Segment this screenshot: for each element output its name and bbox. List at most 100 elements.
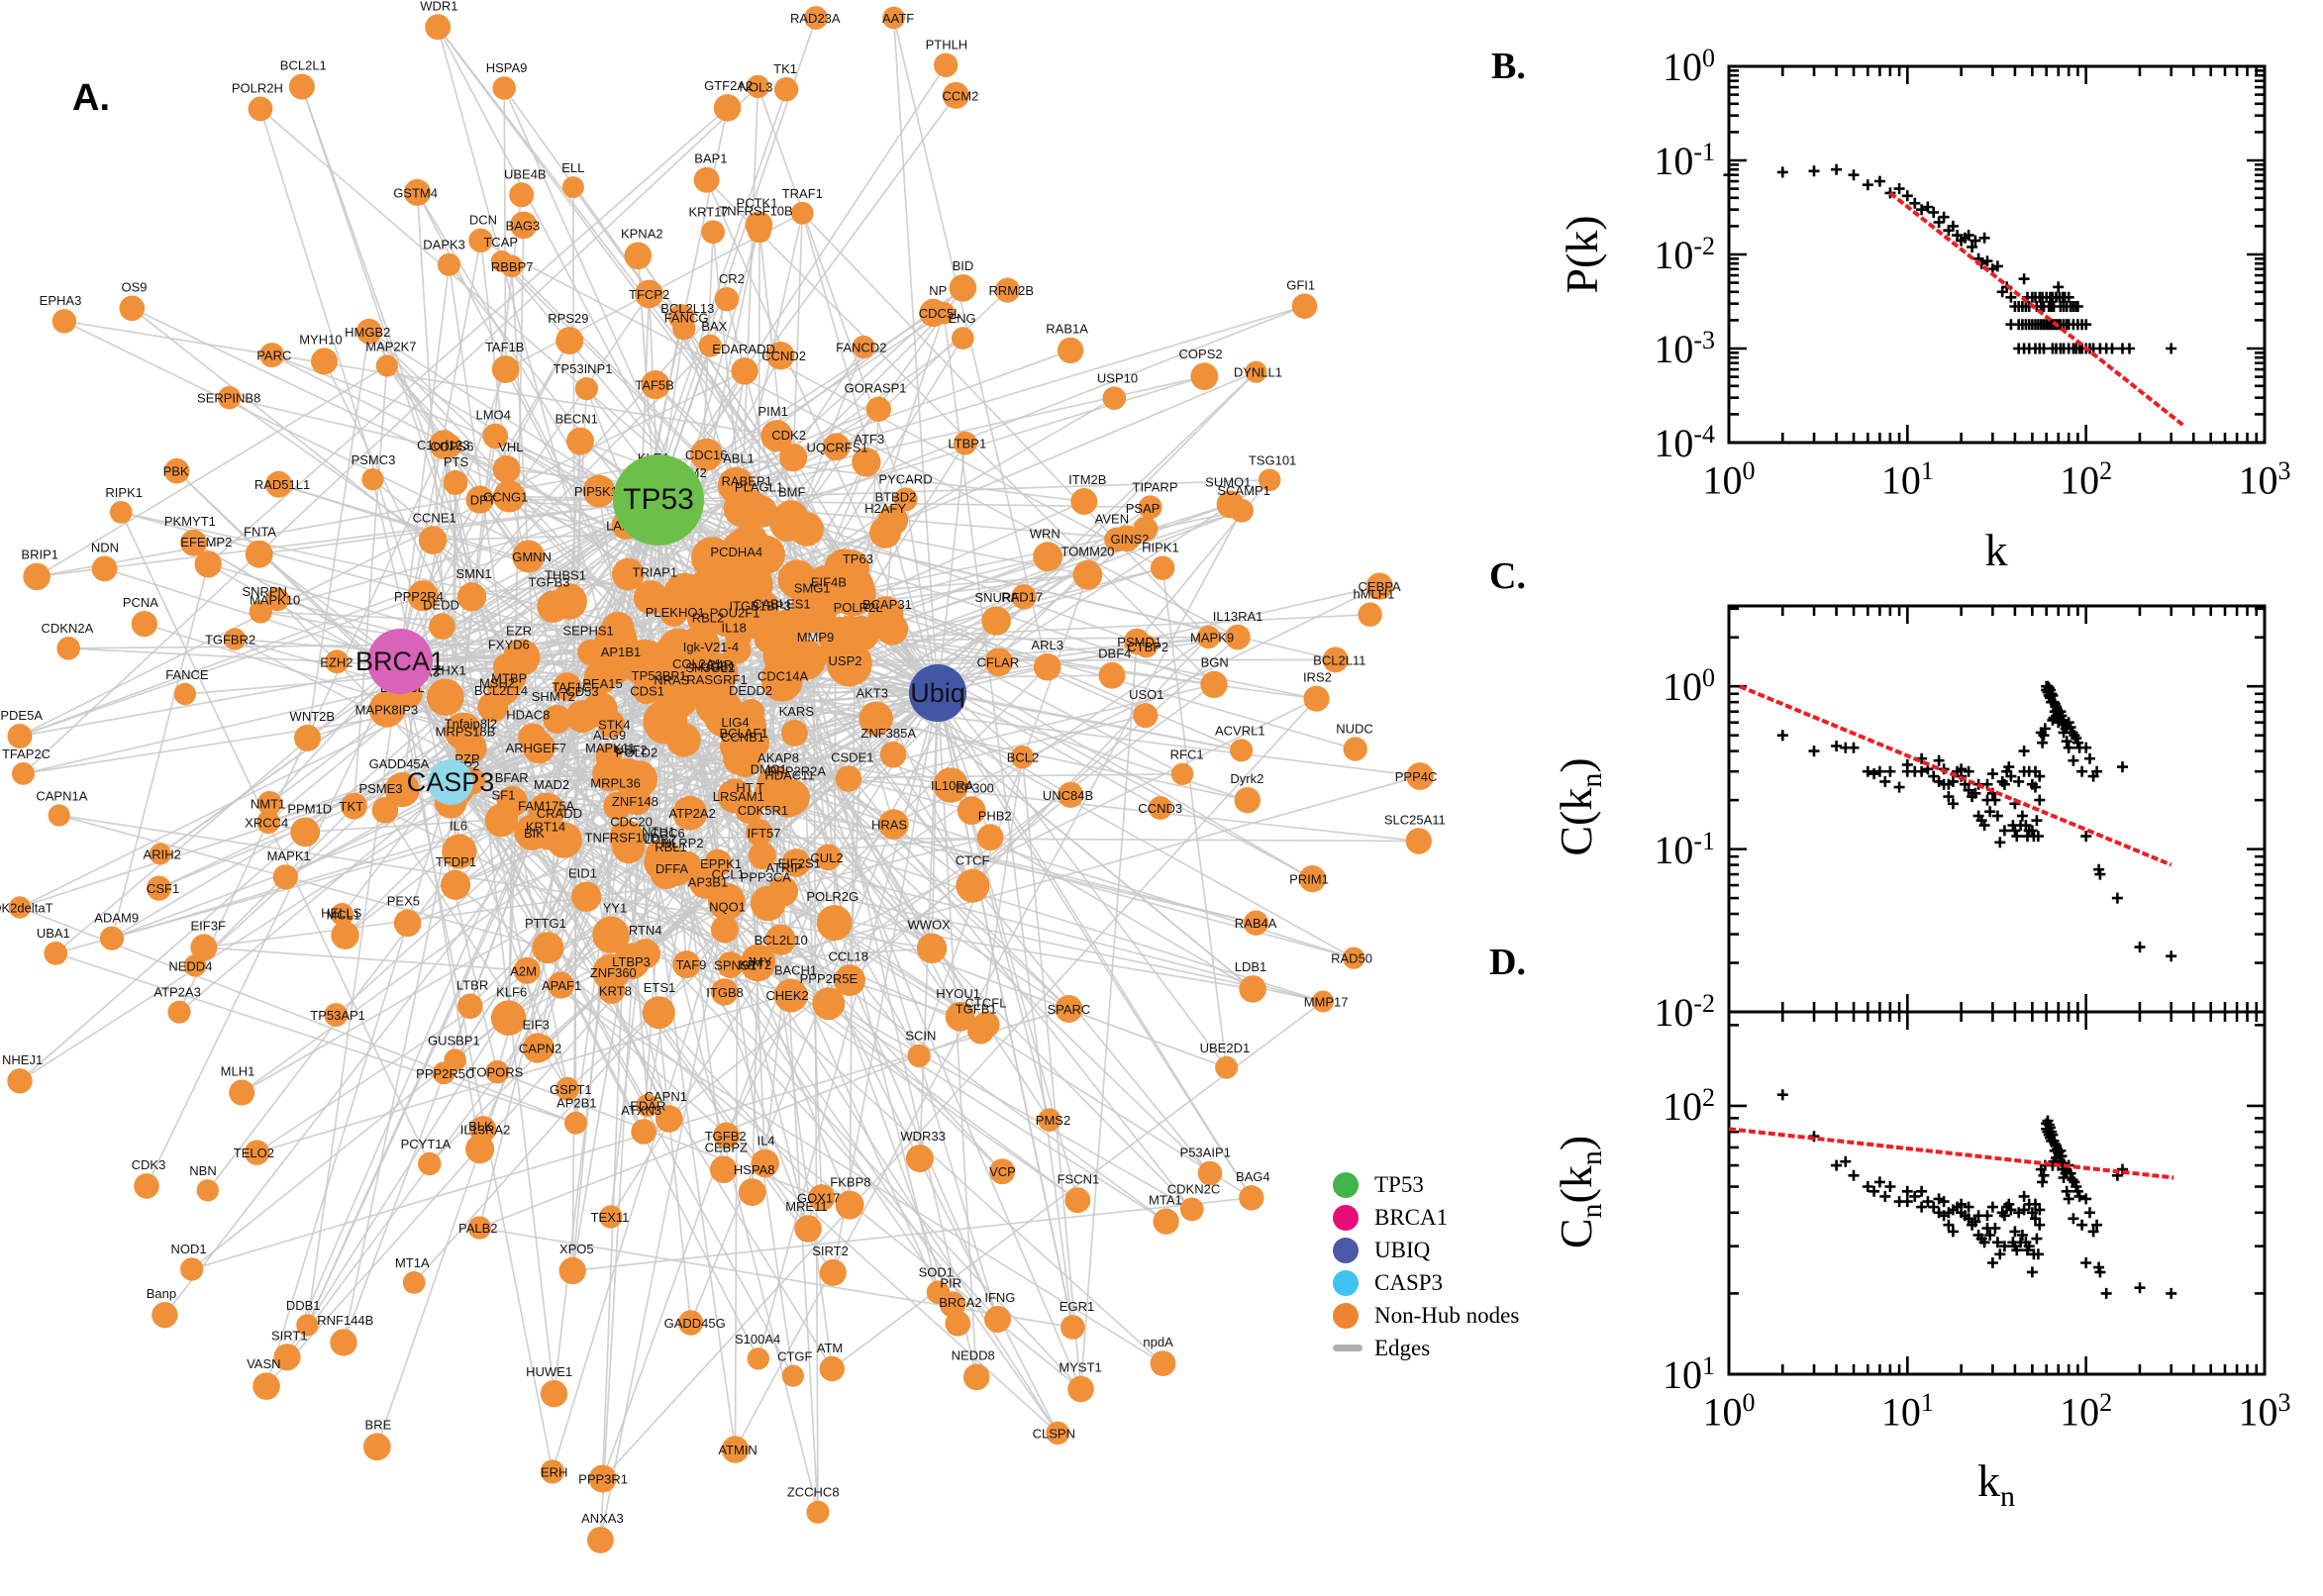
network-node-label: CDK2	[771, 428, 806, 443]
network-node-label: EIF3F	[190, 918, 225, 933]
network-node-label: CCNE1	[413, 510, 456, 525]
network-node-label: SUMO1	[1205, 474, 1251, 489]
network-node	[272, 864, 298, 890]
network-node-label: HIPK1	[1142, 541, 1179, 555]
network-node-label: COPS2	[1179, 347, 1223, 361]
network-node	[612, 557, 645, 591]
network-node-label: NRAS	[654, 673, 689, 688]
network-node-label: BRCA2	[939, 1295, 981, 1310]
network-node	[12, 761, 35, 785]
network-node-label: ATM	[817, 1341, 843, 1355]
network-node-label: RBL2	[692, 611, 725, 626]
network-node-label: POLD2	[616, 745, 658, 759]
network-node-label: BCL2L13	[660, 301, 714, 316]
network-node-label: CDC6	[650, 826, 684, 841]
network-node	[1312, 990, 1335, 1013]
network-node-label: EFEMP2	[180, 535, 232, 549]
network-node	[746, 535, 785, 574]
network-node	[1038, 1108, 1061, 1132]
edge-swatch-icon	[1333, 1345, 1363, 1351]
network-node	[375, 354, 398, 377]
network-node	[976, 824, 1004, 851]
network-node-label: BAP1	[694, 151, 727, 166]
network-node-label: TCAP	[483, 235, 518, 249]
network-node	[709, 1155, 738, 1184]
network-node	[259, 343, 285, 368]
legend-item: Non-Hub nodes	[1333, 1299, 1519, 1332]
network-node	[812, 987, 846, 1021]
network-node-label: PCTK1	[737, 195, 778, 210]
network-node	[636, 1093, 659, 1118]
network-node	[822, 433, 851, 461]
network-node	[723, 636, 752, 664]
plot-D	[1727, 1010, 2267, 1376]
network-node	[704, 848, 732, 877]
network-node	[819, 1258, 847, 1286]
network-node-label: KRT14	[526, 820, 565, 835]
network-node-label: TGFB3	[529, 575, 570, 590]
network-node-label: WRN	[1030, 526, 1060, 541]
plot-frame	[1727, 64, 2267, 445]
network-node	[1243, 910, 1269, 936]
network-node	[942, 81, 969, 109]
plot-C	[1727, 604, 2267, 1014]
network-node	[1064, 1187, 1091, 1214]
network-node-label: CDK3	[132, 1157, 166, 1172]
network-node	[748, 842, 776, 870]
network-node	[751, 1148, 779, 1178]
legend-item-label: BRCA1	[1374, 1204, 1449, 1230]
network-node-label: HRAS	[871, 818, 907, 833]
network-node-label: COPS6	[430, 439, 473, 453]
network-node	[1303, 685, 1330, 712]
network-node-label: TP53BP1	[632, 668, 687, 683]
network-node	[981, 606, 1011, 636]
network-node-label: BTBD2	[874, 489, 916, 504]
network-node	[146, 875, 172, 901]
network-node-label: CUL2	[810, 850, 843, 865]
network-node-label: TFCP2	[629, 287, 669, 302]
network-node-label: LTBP1	[948, 437, 986, 451]
network-node-label: MTBP	[491, 670, 527, 685]
network-node-label: TRAF1	[782, 186, 823, 201]
network-node-label: ZNF360	[590, 965, 637, 980]
network-node	[966, 1017, 995, 1045]
network-node-label: SPARC	[1047, 1002, 1090, 1017]
network-node-label: ATP2A2	[668, 806, 715, 821]
network-node-label: RAD17	[1001, 590, 1043, 605]
network-node-label: TP53AP1	[310, 1008, 365, 1023]
network-node	[666, 723, 701, 757]
network-node	[252, 1372, 280, 1400]
network-node-label: SOD1	[919, 1264, 954, 1279]
network-node	[513, 956, 541, 984]
network-node-label: IL13RA2	[460, 1123, 511, 1138]
legend-item: TP53	[1333, 1168, 1519, 1201]
network-node	[190, 934, 218, 961]
network-node	[465, 485, 494, 514]
network-node	[806, 1500, 830, 1524]
network-node	[482, 423, 509, 449]
network-node	[273, 1344, 301, 1371]
network-node	[905, 1145, 934, 1173]
panel-a-label: A.	[72, 77, 110, 119]
network-node	[1060, 1315, 1085, 1340]
network-node	[1153, 1208, 1179, 1235]
network-node	[690, 438, 723, 471]
network-node-label: POLR2L	[834, 600, 883, 615]
network-node	[932, 301, 956, 325]
scatter-points	[1723, 163, 2177, 354]
network-node-label: HYOU1	[936, 986, 980, 1001]
y-tick-label: 10-1	[1654, 137, 1715, 184]
network-node	[245, 540, 273, 568]
plot-frame	[1727, 1010, 2267, 1376]
network-node	[244, 1140, 270, 1165]
network-node-label: XPO5	[559, 1242, 594, 1256]
network-node	[764, 924, 796, 955]
network-node	[1291, 293, 1318, 320]
network-node	[7, 724, 33, 748]
network-node	[623, 786, 652, 816]
network-node-label: TP53INP1	[554, 361, 613, 376]
network-node	[311, 348, 338, 375]
network-node-label: TAF1B	[485, 340, 525, 354]
network-node-label: CTBP2	[1127, 640, 1168, 654]
network-node-label: GTF2A2	[704, 78, 753, 93]
